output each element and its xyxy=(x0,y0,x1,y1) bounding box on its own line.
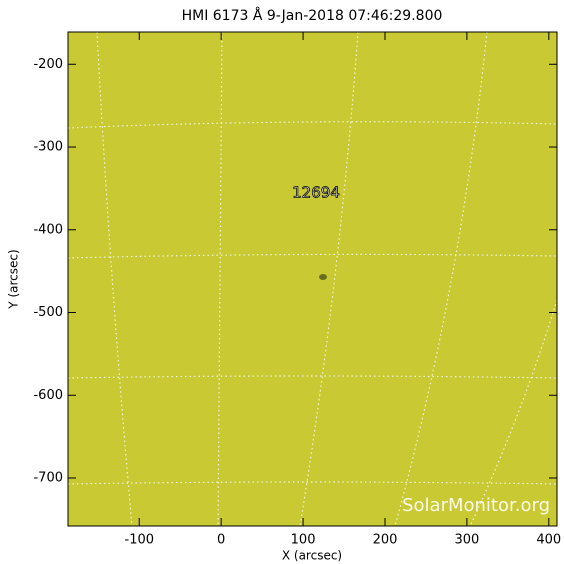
y-axis-label: Y (arcsec) xyxy=(7,249,21,309)
x-tick-label: 100 xyxy=(291,533,316,548)
x-tick-label: -100 xyxy=(125,533,155,548)
y-tick-label: -200 xyxy=(33,57,63,72)
y-tick-label: -600 xyxy=(33,388,63,403)
x-tick-label: 400 xyxy=(536,533,561,548)
chart-title: HMI 6173 Å 9-Jan-2018 07:46:29.800 xyxy=(182,7,443,24)
x-axis-label: X (arcsec) xyxy=(282,549,342,563)
y-tick-label: -400 xyxy=(33,222,63,237)
y-tick-label: -500 xyxy=(33,305,63,320)
watermark: SolarMonitor.org xyxy=(402,495,550,516)
chart: 12694 SolarMonitor.org HMI 6173 Å 9-Jan-… xyxy=(0,0,564,564)
x-tick-label: 200 xyxy=(373,533,398,548)
solar-image xyxy=(68,32,557,526)
x-tick-label: 0 xyxy=(217,533,225,548)
sunspot xyxy=(319,274,327,280)
region-label: 12694 xyxy=(292,184,340,202)
x-tick-label: 300 xyxy=(454,533,479,548)
y-tick-label: -700 xyxy=(33,471,63,486)
y-tick-label: -300 xyxy=(33,140,63,155)
